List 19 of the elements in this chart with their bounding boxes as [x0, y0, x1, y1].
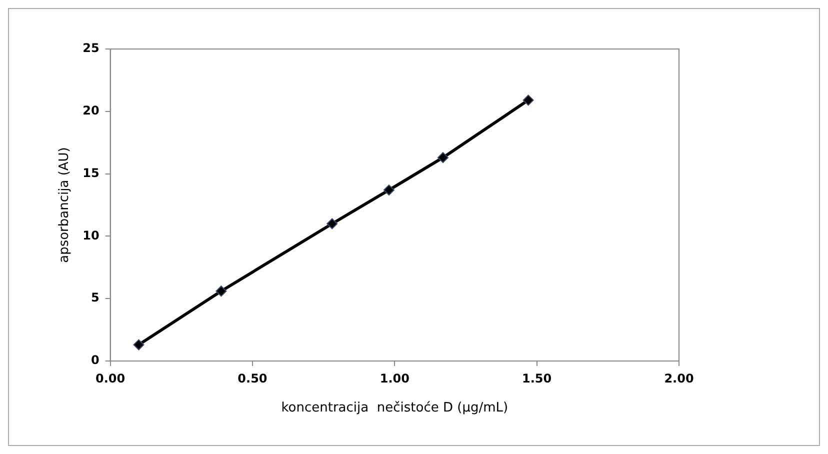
point	[326, 218, 338, 230]
point	[133, 339, 144, 350]
x-tick-label: 1.50	[522, 371, 552, 386]
point	[216, 286, 227, 297]
point	[383, 184, 394, 196]
x-tick-label: 0.00	[95, 371, 126, 386]
point	[437, 152, 448, 164]
y-tick-label: 0	[90, 353, 100, 368]
y-tick-label: 15	[82, 166, 100, 180]
y-tick-label: 25	[82, 41, 100, 56]
y-tick-label: 10	[82, 228, 100, 242]
x-tick-label: 1.00	[380, 371, 410, 386]
y-tick-label: 20	[82, 104, 100, 118]
x-tick-label: 0.50	[238, 371, 268, 386]
point	[522, 94, 534, 106]
y-axis-title: apsorbancija (AU)	[57, 147, 72, 263]
y-tick-label: 5	[90, 290, 100, 305]
x-axis-title: koncentracija nečistoće D (µg/mL)	[281, 400, 508, 416]
x-tick-label: 2.00	[664, 371, 694, 386]
